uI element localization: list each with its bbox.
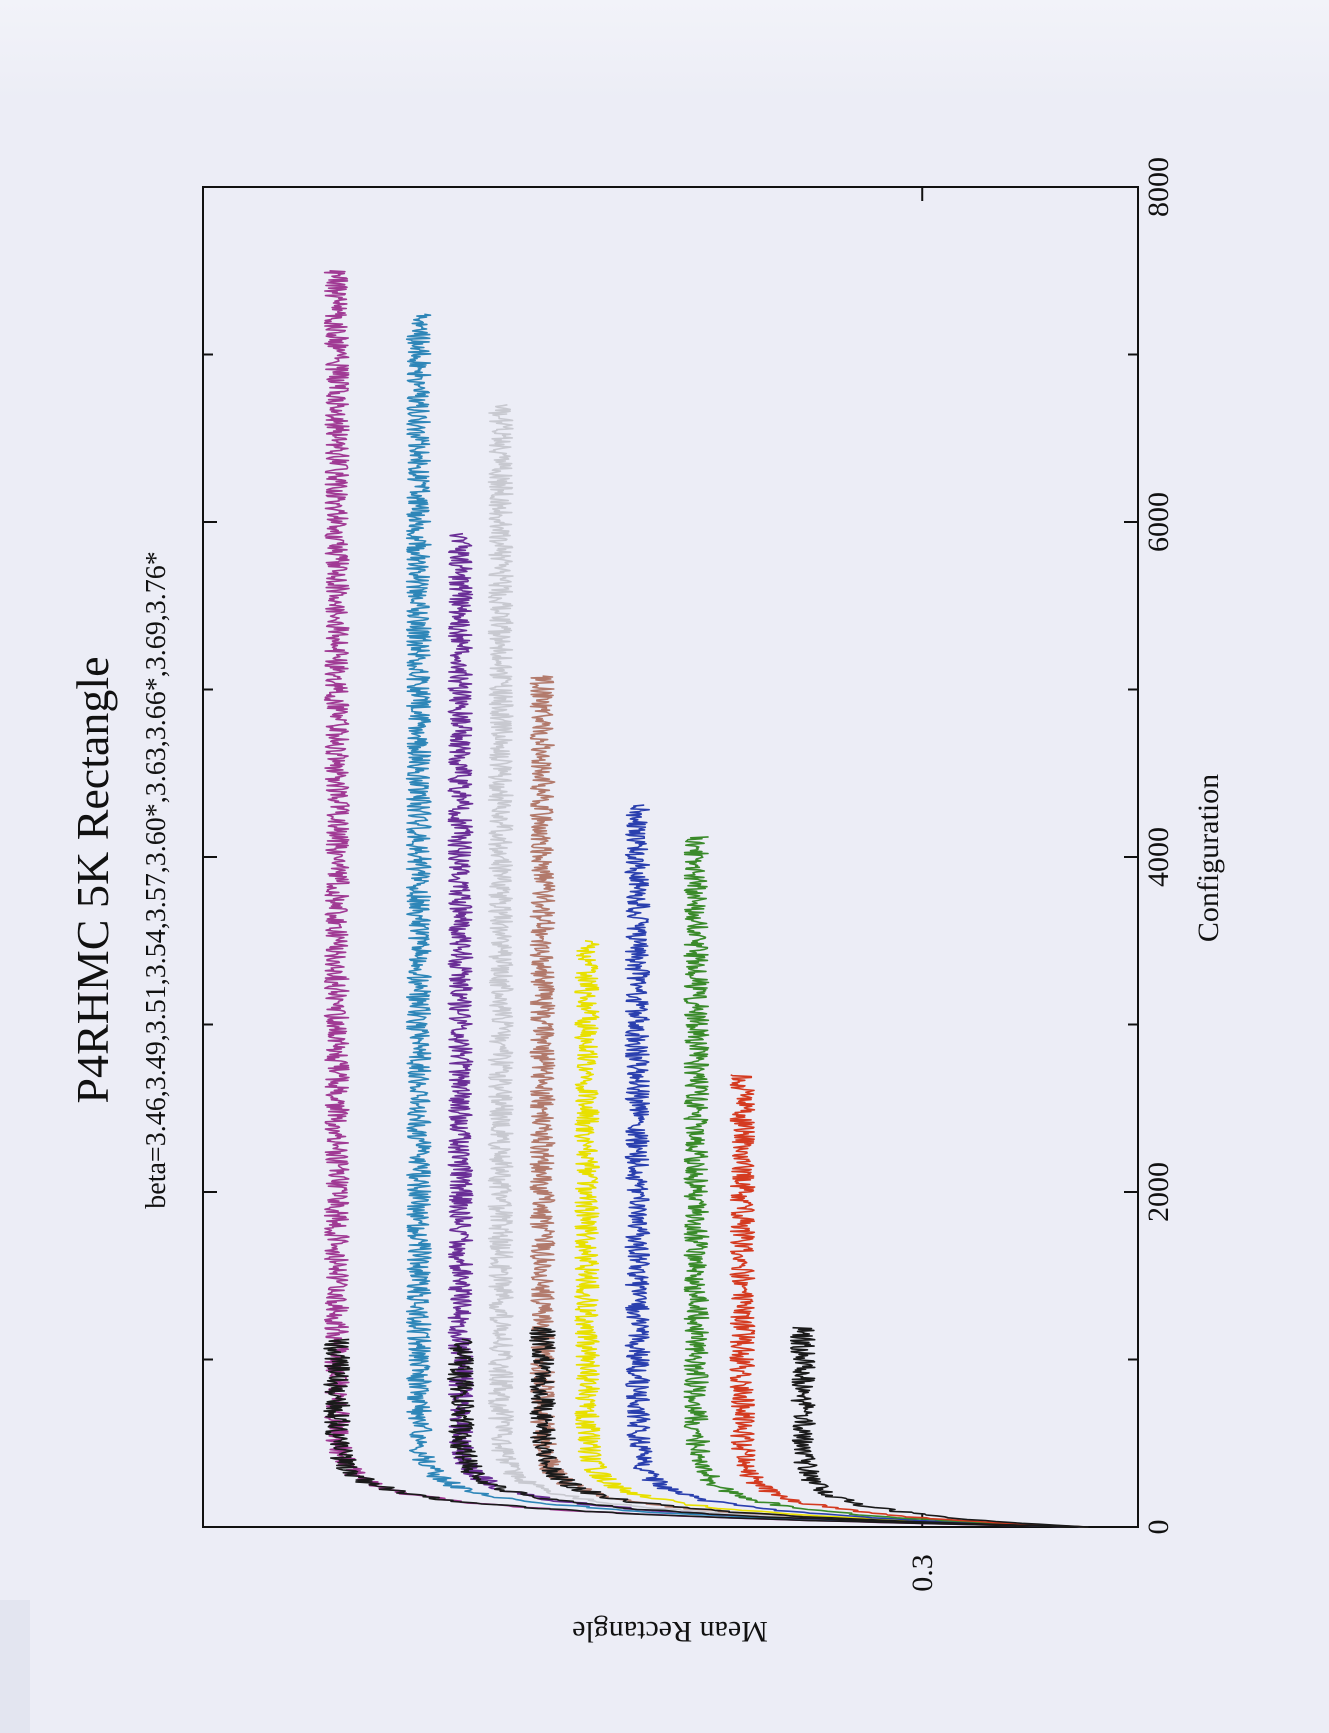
chart-subtitle: beta=3.46,3.49,3.51,3.54,3.57,3.60*,3.63…	[141, 551, 172, 1208]
series-line-8	[683, 836, 1088, 1528]
series-line-6	[574, 940, 1088, 1528]
x-tick-label: 2000	[1142, 1162, 1175, 1222]
axis-ticks	[203, 186, 1138, 1528]
series-line-4	[487, 404, 1088, 1528]
x-axis-title: Configuration	[1192, 774, 1225, 942]
series-line-10	[789, 1326, 1089, 1528]
scan-background-strip	[0, 1600, 30, 1733]
series-line-1	[323, 270, 1088, 1528]
tick-labels: 0 2000 4000 6000 8000 0.3	[906, 157, 1175, 1592]
y-tick-label: 0.3	[906, 1554, 939, 1592]
series-line-5	[529, 675, 1088, 1528]
series-layer	[323, 270, 1089, 1528]
chart-title: P4RHMC 5K Rectangle	[67, 656, 118, 1103]
series-line-7	[624, 804, 1088, 1528]
x-tick-label: 6000	[1142, 492, 1175, 552]
overlay-line-1	[323, 1338, 1089, 1528]
y-axis-title: Mean Rectangle	[572, 1615, 768, 1648]
overlay-line-3	[529, 1326, 1089, 1528]
overlay-layer	[323, 1326, 1089, 1528]
scan-background-band	[0, 0, 1329, 100]
series-line-9	[729, 1074, 1088, 1528]
overlay-line-2	[446, 1338, 1087, 1528]
series-line-2	[405, 313, 1088, 1528]
x-tick-label: 4000	[1142, 827, 1175, 887]
x-tick-label: 0	[1142, 1520, 1175, 1535]
x-tick-label: 8000	[1142, 157, 1175, 217]
